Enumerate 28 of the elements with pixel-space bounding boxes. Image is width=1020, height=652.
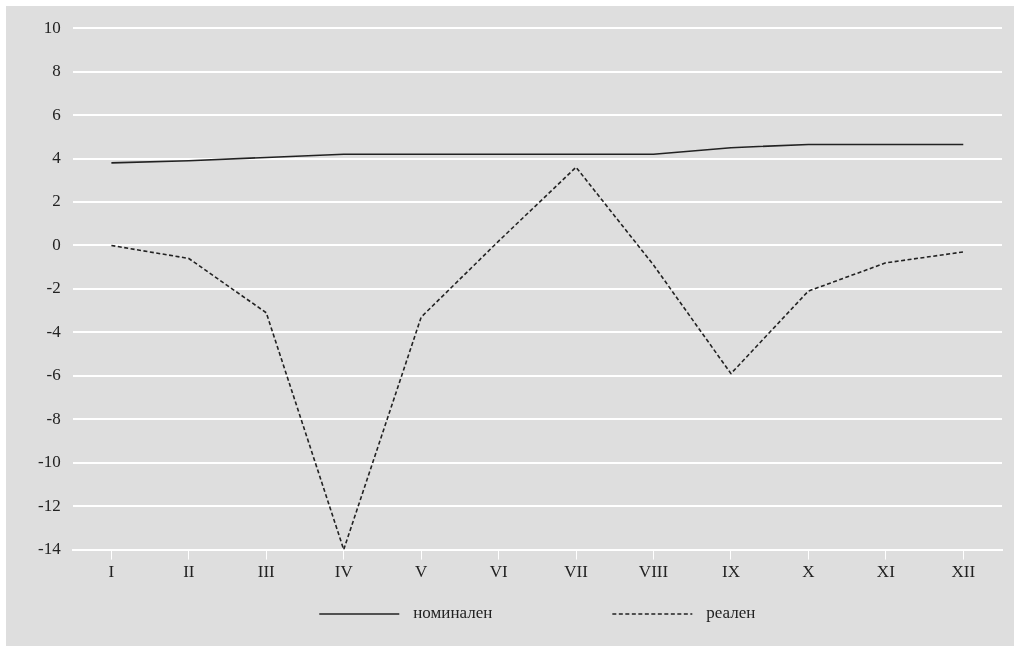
y-tick-label: -8	[46, 408, 61, 428]
y-tick-label: 6	[52, 104, 61, 124]
y-tick-label: 0	[52, 234, 61, 254]
x-tick-label: III	[257, 562, 276, 582]
x-tick-label: VI	[489, 562, 508, 582]
y-tick-label: -14	[37, 539, 62, 559]
y-tick-label: -10	[37, 452, 61, 472]
y-tick-label: -6	[46, 365, 61, 385]
line-series	[110, 166, 965, 550]
y-tick-label: 8	[52, 61, 61, 81]
legend-label: номинален	[413, 603, 493, 623]
x-tick-label: X	[802, 562, 815, 582]
x-tick-label: VII	[564, 562, 589, 582]
y-tick-label: -12	[37, 495, 61, 515]
y-tick-label: 10	[43, 17, 61, 37]
y-tick-label: -2	[46, 278, 61, 298]
x-tick-label: I	[108, 562, 115, 582]
y-tick-label: 2	[52, 191, 61, 211]
legend-label: реален	[706, 603, 756, 623]
x-tick-label: IV	[334, 562, 354, 582]
x-tick-label: V	[415, 562, 429, 582]
x-tick-label: XII	[951, 562, 976, 582]
y-tick-label: -4	[46, 321, 62, 341]
x-tick-label: II	[183, 562, 195, 582]
x-tick-label: IX	[721, 562, 740, 582]
x-tick-label: VIII	[638, 562, 669, 582]
y-tick-label: 4	[52, 148, 62, 168]
x-tick-label: XI	[876, 562, 896, 582]
